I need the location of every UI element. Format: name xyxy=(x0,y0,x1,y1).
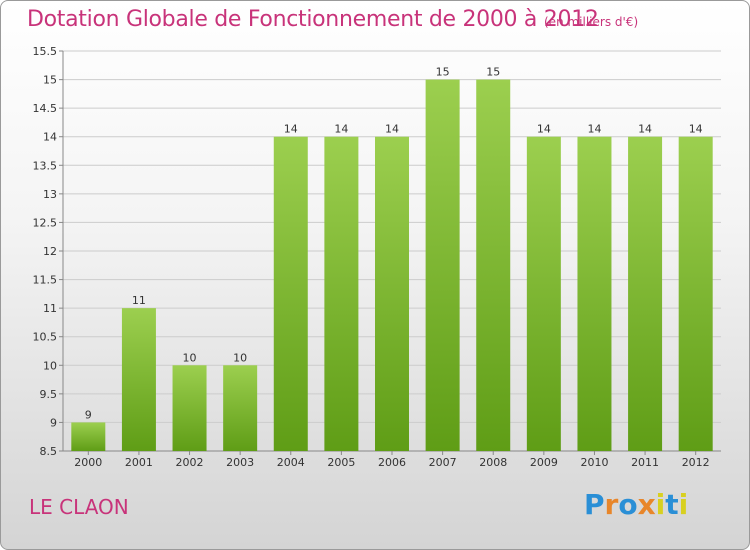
x-tick-label: 2001 xyxy=(125,456,153,469)
bar-2003 xyxy=(223,365,258,451)
logo-letter: t xyxy=(665,488,679,521)
commune-name: LE CLAON xyxy=(29,495,129,519)
data-label: 14 xyxy=(284,123,298,136)
logo-letter: x xyxy=(637,488,656,521)
bar-2009 xyxy=(526,136,561,451)
x-tick-label: 2002 xyxy=(176,456,204,469)
chart-title: Dotation Globale de Fonctionnement de 20… xyxy=(27,7,599,32)
bar-2011 xyxy=(628,136,663,451)
data-label: 15 xyxy=(486,66,500,79)
logo-letter: r xyxy=(604,488,619,521)
y-tick-label: 10.5 xyxy=(33,331,58,344)
y-tick-label: 12 xyxy=(43,245,57,258)
y-tick-label: 11.5 xyxy=(33,274,58,287)
y-tick-label: 15.5 xyxy=(33,45,58,58)
data-label: 15 xyxy=(436,66,450,79)
bar-2004 xyxy=(273,136,308,451)
x-tick-label: 2007 xyxy=(429,456,457,469)
y-tick-label: 8.5 xyxy=(40,445,58,458)
data-label: 11 xyxy=(132,294,146,307)
x-tick-label: 2010 xyxy=(580,456,608,469)
x-tick-label: 2004 xyxy=(277,456,305,469)
bar-2005 xyxy=(324,136,359,451)
y-tick-label: 10 xyxy=(43,359,57,372)
y-tick-label: 9.5 xyxy=(40,388,58,401)
y-tick-label: 13 xyxy=(43,188,57,201)
y-tick-label: 14.5 xyxy=(33,102,58,115)
x-tick-label: 2006 xyxy=(378,456,406,469)
bar-2001 xyxy=(121,308,156,451)
bar-2008 xyxy=(476,79,511,452)
x-tick-label: 2003 xyxy=(226,456,254,469)
logo-letter: i xyxy=(678,488,689,521)
data-label: 14 xyxy=(587,123,601,136)
bar-2007 xyxy=(425,79,460,452)
x-tick-label: 2005 xyxy=(327,456,355,469)
x-tick-label: 2012 xyxy=(682,456,710,469)
y-tick-label: 13.5 xyxy=(33,159,58,172)
bar-2006 xyxy=(375,136,409,451)
x-tick-label: 2008 xyxy=(479,456,507,469)
y-tick-label: 9 xyxy=(50,416,57,429)
data-label: 10 xyxy=(183,351,197,364)
logo-letter: i xyxy=(655,488,666,521)
data-label: 14 xyxy=(334,123,348,136)
y-tick-label: 14 xyxy=(43,131,57,144)
x-tick-label: 2009 xyxy=(530,456,558,469)
label-layer: 9 11 10 10 14 14 14 15 15 14 14 14 14 xyxy=(85,66,703,422)
logo-wordmark: Proxiti xyxy=(584,488,688,521)
bar-layer xyxy=(71,79,713,452)
y-tick-label: 15 xyxy=(43,74,57,87)
logo-letter: P xyxy=(584,488,605,521)
chart-subtitle: (en milliers d'€) xyxy=(544,15,639,29)
data-label: 14 xyxy=(385,123,399,136)
bar-2012 xyxy=(678,136,713,451)
x-tick-label: 2011 xyxy=(631,456,659,469)
y-tick-label: 11 xyxy=(43,302,57,315)
bar-2010 xyxy=(577,136,612,451)
data-label: 9 xyxy=(85,408,92,421)
x-tick-label: 2000 xyxy=(74,456,102,469)
data-label: 10 xyxy=(233,351,247,364)
logo-letter: o xyxy=(618,488,638,521)
data-label: 14 xyxy=(537,123,551,136)
bar-2002 xyxy=(172,365,207,451)
data-label: 14 xyxy=(689,123,703,136)
y-tick-label: 12.5 xyxy=(33,216,58,229)
bar-2000 xyxy=(71,422,106,451)
data-label: 14 xyxy=(638,123,652,136)
